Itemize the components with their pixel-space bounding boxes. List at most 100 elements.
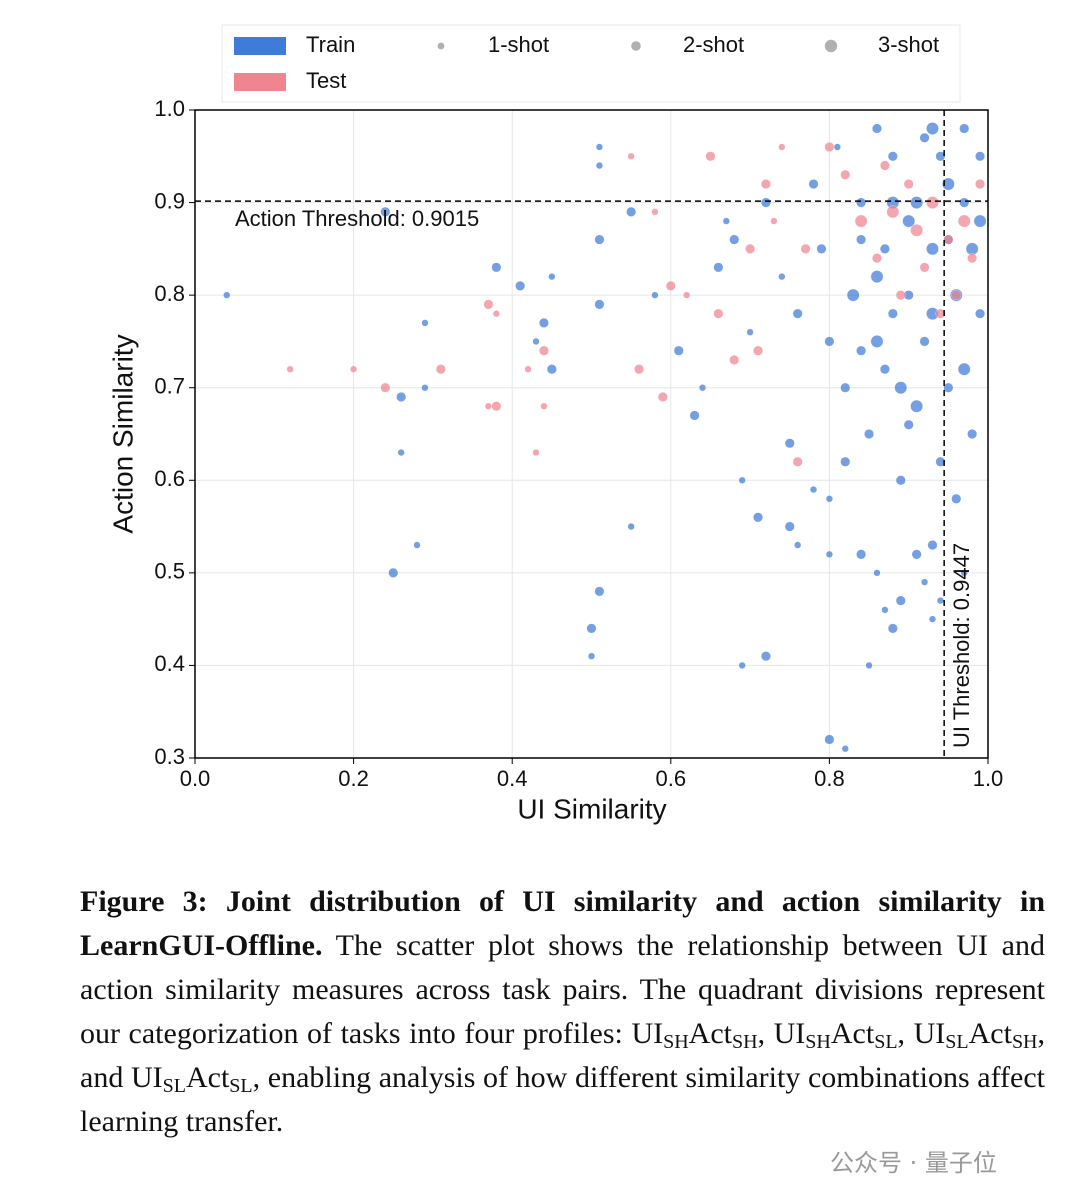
point [397,448,405,457]
caption-text: UI [773,1017,806,1050]
point [926,122,939,135]
point [778,273,786,281]
point [919,336,930,347]
point [587,652,596,660]
point [546,364,557,375]
point [840,382,851,393]
point [713,308,724,319]
point [223,291,231,299]
legend-size-marker [437,42,445,50]
point [746,328,754,336]
point [421,319,429,327]
legend-label: 2-shot [683,32,744,57]
point [951,493,962,504]
point [634,364,645,375]
point [910,223,924,237]
y-tick-label: 1.0 [154,96,185,121]
x-axis-label: UI Similarity [517,793,666,824]
point [825,495,834,503]
caption-text: , and [80,1017,1046,1094]
point [935,308,946,319]
point [627,522,635,531]
legend-size-marker [631,41,641,51]
point [421,384,429,392]
point [784,438,795,449]
point [960,569,968,577]
point [911,549,922,560]
point [665,280,676,291]
point [967,253,978,264]
point [532,448,540,457]
point [975,308,986,319]
point [856,234,867,245]
point [903,419,914,430]
point [865,661,873,670]
caption-subscript: SH [805,1031,831,1053]
point [919,262,930,273]
caption-text: UI [130,1061,163,1094]
point [760,197,771,208]
point [738,661,746,670]
caption-subscript: SL [945,1031,969,1053]
y-tick-label: 0.3 [154,744,185,769]
point [484,402,493,410]
point [840,456,851,467]
point [808,179,819,190]
point [967,429,978,440]
point [926,196,939,209]
point [887,623,898,634]
caption-text: Act [185,1061,230,1094]
point [943,382,954,393]
point [854,214,868,228]
point [760,651,771,662]
point [809,485,818,494]
point [887,151,898,162]
series-1 [286,142,986,467]
legend-label: Train [306,32,355,57]
point [792,456,803,467]
point [943,234,954,245]
point [778,143,786,151]
legend-size-marker [824,39,838,53]
point [895,290,906,301]
point [794,541,802,549]
point [784,521,795,532]
point [928,615,937,623]
caption: Figure 3: Joint distribution of UI simil… [80,880,1045,1144]
point [856,549,867,560]
point [657,391,668,402]
point [586,623,597,634]
point [816,243,827,254]
x-tick-label: 0.8 [814,766,845,791]
point [627,152,635,160]
point [538,317,549,328]
point [879,364,890,375]
point [594,234,605,245]
point [910,196,924,209]
point [673,345,684,356]
point [689,410,700,421]
y-tick-label: 0.7 [154,374,185,399]
threshold-label: UI Threshold: 0.9447 [949,543,974,748]
point [887,308,898,319]
point [841,745,849,753]
legend-label: 3-shot [878,32,939,57]
point [840,169,851,180]
x-tick-label: 0.0 [180,766,211,791]
caption-text: UI [631,1017,664,1050]
point [975,151,986,162]
plot-frame [194,109,989,759]
point [388,567,399,578]
caption-text: , enabling analysis of how different sim… [80,1061,1045,1138]
point [753,512,764,523]
point [729,234,740,245]
point [651,208,659,216]
caption-text: , [897,1017,914,1050]
point [548,273,556,281]
legend-label: 1-shot [488,32,549,57]
point [800,243,811,254]
point [745,243,756,254]
point [483,299,494,310]
point [435,364,446,375]
